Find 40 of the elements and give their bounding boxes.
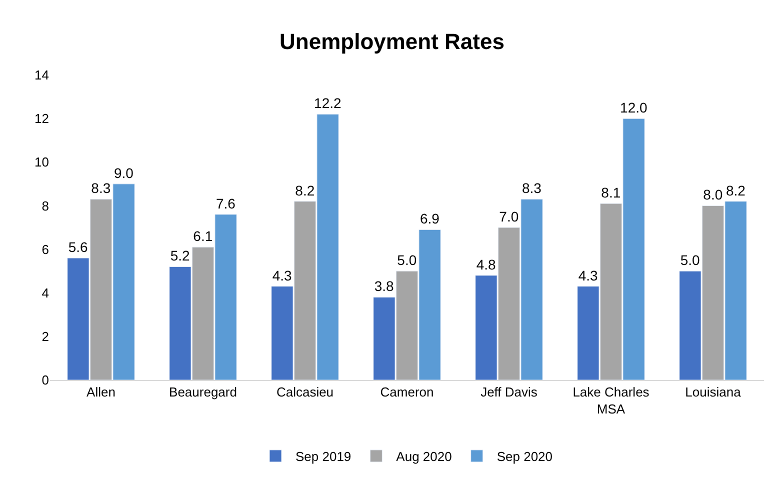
data-label: 5.2 xyxy=(170,248,190,264)
x-tick-label: Jeff Davis xyxy=(480,384,538,400)
data-label: 4.3 xyxy=(272,267,292,284)
y-tick-label: 14 xyxy=(34,68,49,83)
data-label: 9.0 xyxy=(114,164,134,181)
data-label: 6.1 xyxy=(193,228,213,244)
y-tick-label: 12 xyxy=(34,111,49,126)
data-label: 4.8 xyxy=(476,256,496,272)
x-tick-label: Beauregard xyxy=(169,384,237,400)
legend-label: Sep 2019 xyxy=(296,449,352,464)
x-tick-label: Calcasieu xyxy=(276,384,334,400)
data-label: 8.2 xyxy=(726,182,746,198)
data-label: 7.6 xyxy=(216,195,236,212)
y-tick-label: 10 xyxy=(34,154,49,170)
data-label: 6.9 xyxy=(420,210,440,227)
y-tick-label: 8 xyxy=(42,198,49,214)
data-label: 8.1 xyxy=(601,184,621,201)
x-tick-label: Cameron xyxy=(380,384,434,400)
y-tick-label: 6 xyxy=(42,242,49,257)
data-label: 8.2 xyxy=(295,182,315,198)
y-tick-label: 2 xyxy=(42,328,49,344)
legend-label: Aug 2020 xyxy=(396,449,452,464)
data-label: 12.0 xyxy=(620,100,648,116)
chart-title: Unemployment Rates xyxy=(280,29,504,54)
data-label: 8.3 xyxy=(91,180,111,196)
data-label: 4.3 xyxy=(578,267,598,284)
y-tick-label: 0 xyxy=(42,372,49,388)
x-tick-label: Louisiana xyxy=(685,384,742,400)
data-label: 8.3 xyxy=(522,180,542,196)
data-label: 3.8 xyxy=(374,278,394,294)
y-tick-label: 4 xyxy=(42,285,49,300)
legend-label: Sep 2020 xyxy=(496,449,553,464)
data-label: 7.0 xyxy=(499,208,519,224)
data-label: 5.0 xyxy=(680,252,700,268)
data-label: 5.0 xyxy=(397,252,417,268)
x-tick-label: Allen xyxy=(86,384,116,400)
data-label: 5.6 xyxy=(68,239,88,255)
data-label: 12.2 xyxy=(314,95,342,112)
data-label: 8.0 xyxy=(703,186,723,203)
x-tick-label: Lake Charles MSA xyxy=(572,384,650,416)
